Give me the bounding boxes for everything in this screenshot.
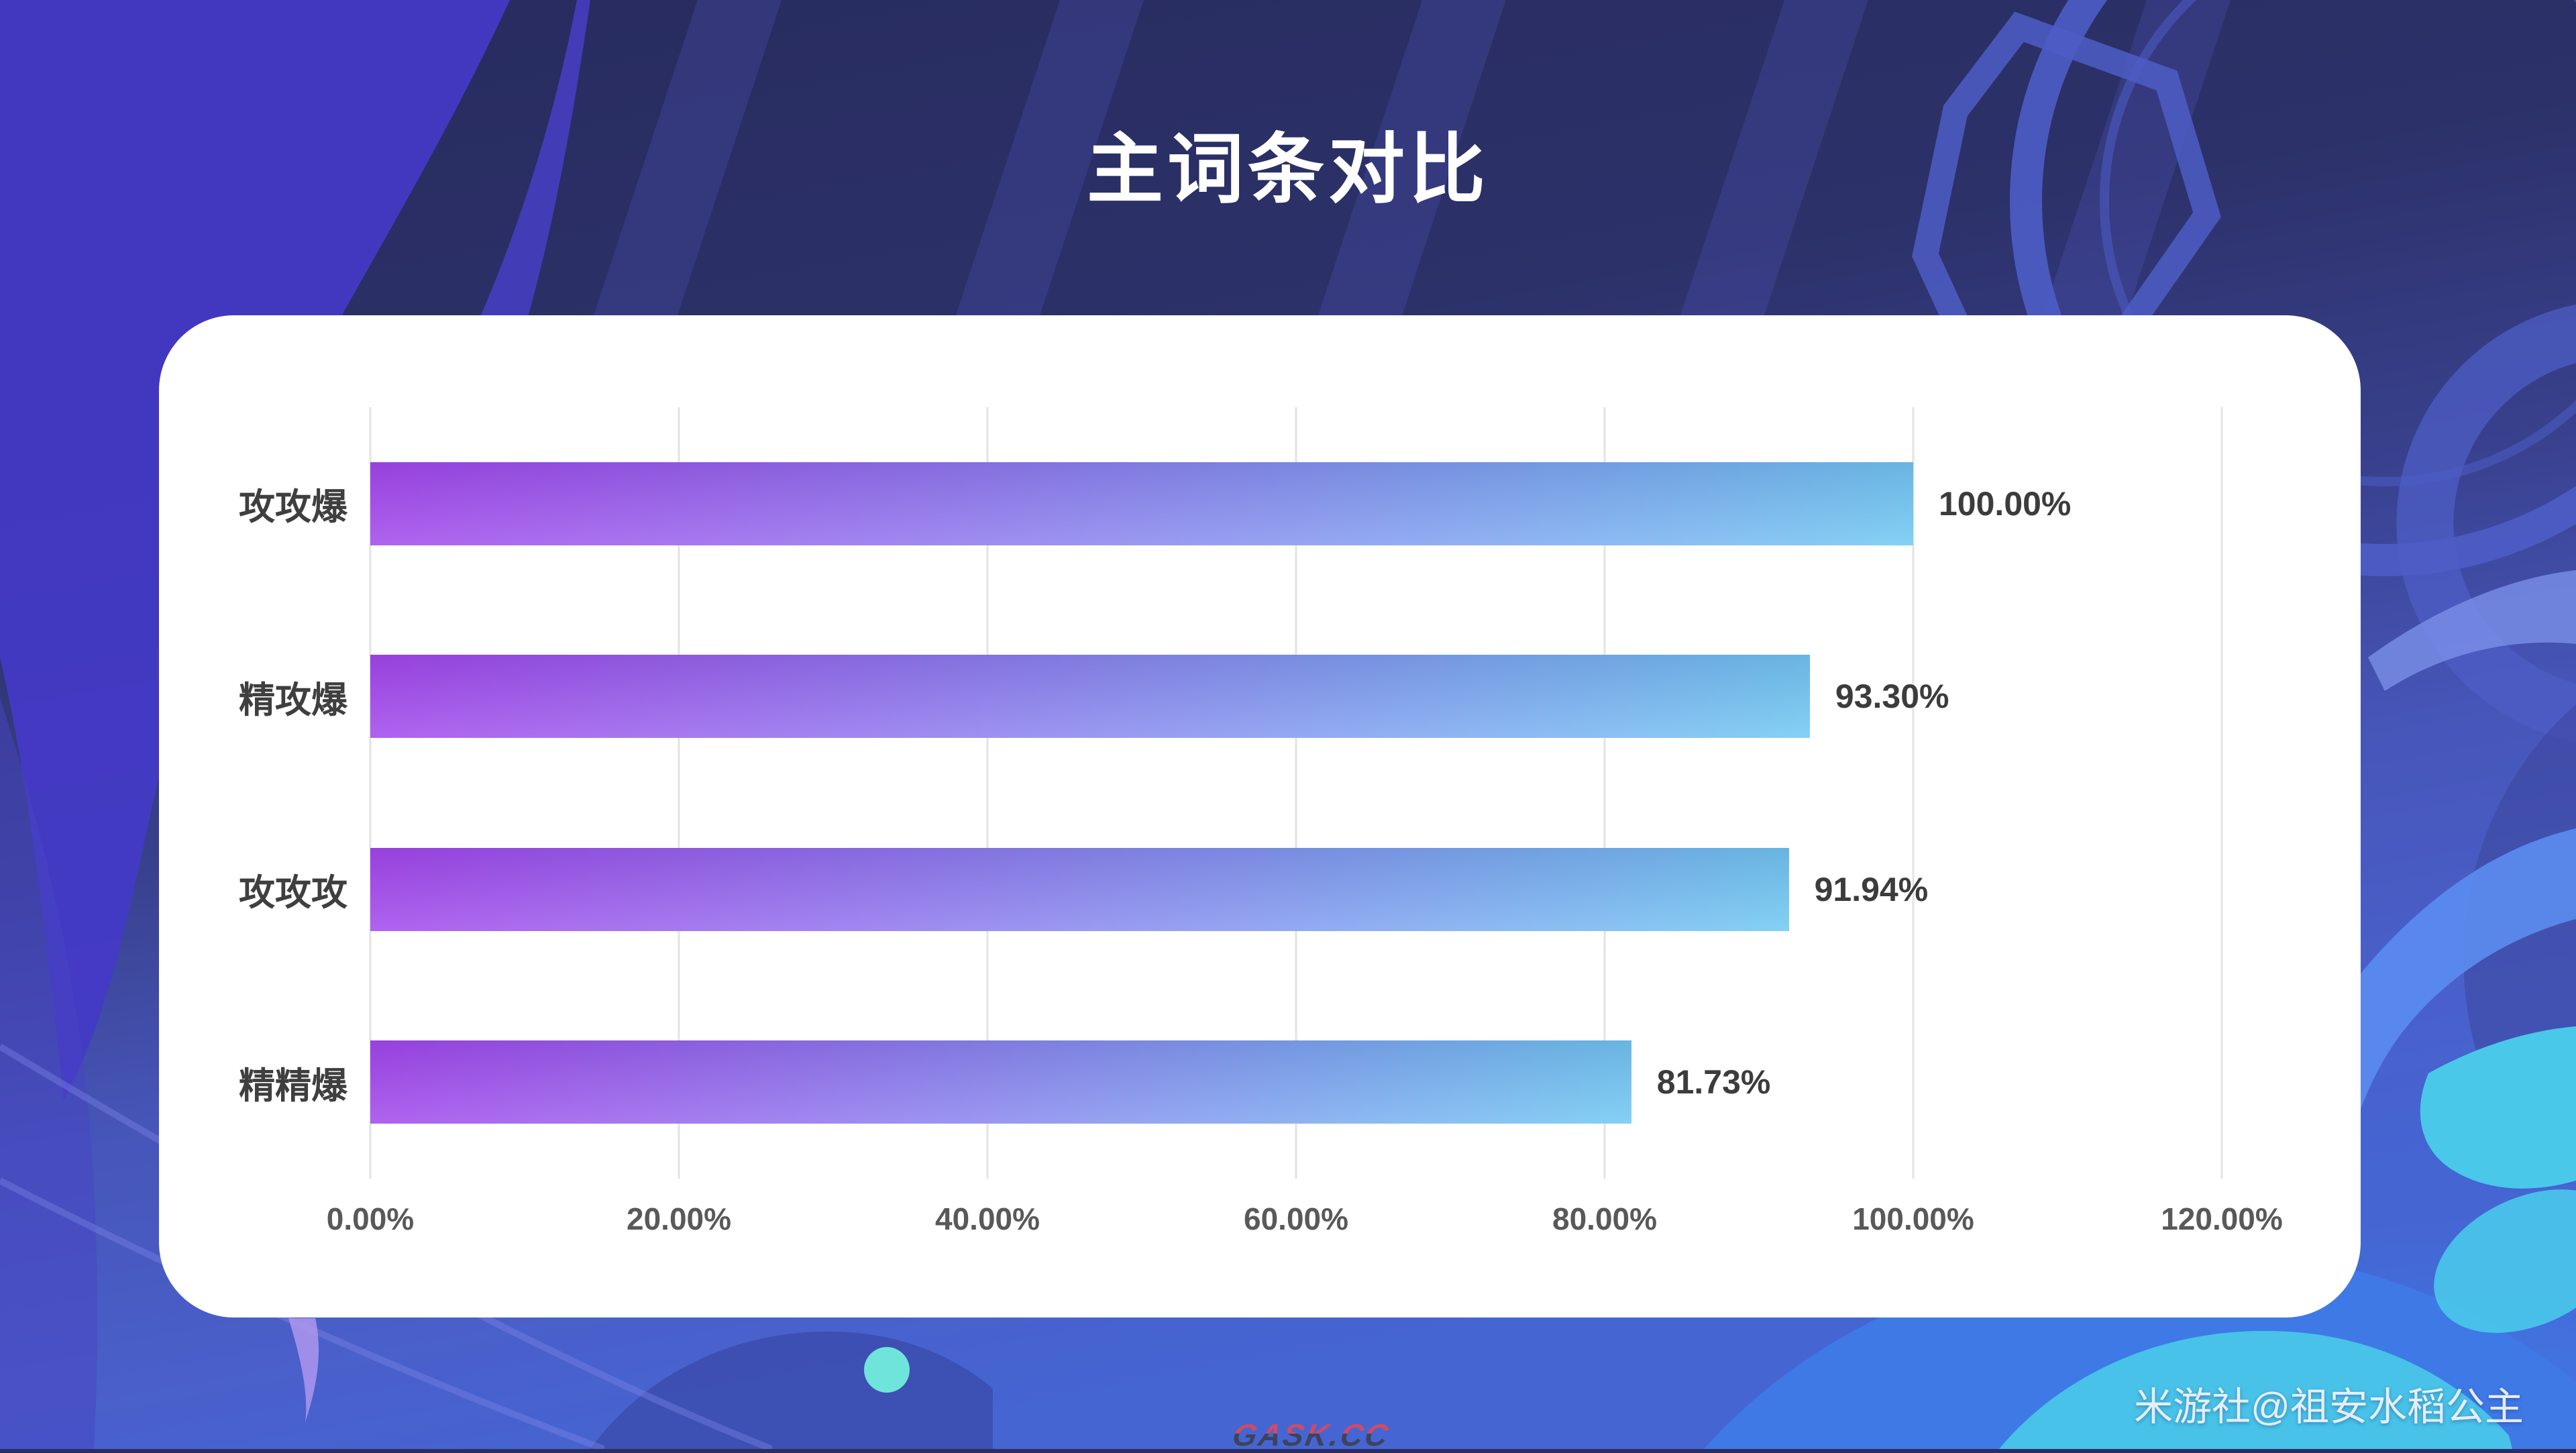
x-tick-label: 80.00% [1552, 1201, 1658, 1236]
bar-row: 攻攻爆 100.00% [239, 407, 2222, 600]
bar [370, 462, 1913, 545]
bar [370, 847, 1789, 931]
category-label: 攻攻爆 [239, 487, 347, 528]
bar-row: 精精爆 81.73% [239, 986, 2222, 1179]
bar [370, 1040, 1631, 1124]
chart-rows: 攻攻爆 100.00% 精攻爆 93.30% 攻攻攻 91.94% 精精爆 81.73% [239, 407, 2222, 1179]
bar-row: 精攻爆 93.30% [239, 600, 2222, 794]
category-label: 精攻爆 [239, 680, 347, 720]
bar-row: 攻攻攻 91.94% [239, 793, 2222, 986]
x-tick-label: 0.00% [326, 1201, 415, 1236]
gridlines [369, 407, 2223, 1179]
x-tick-label: 120.00% [2161, 1201, 2283, 1236]
x-axis-ticks: 0.00% 20.00% 40.00% 60.00% 80.00% 100.00% 120.… [327, 1201, 2283, 1254]
top-stripes [594, 0, 2231, 315]
bar-value-label: 100.00% [1939, 484, 2072, 523]
category-label: 精精爆 [239, 1065, 347, 1106]
gridline [986, 407, 989, 1179]
gridline [2220, 407, 2223, 1179]
bar-value-label: 81.73% [1656, 1063, 1771, 1101]
attribution: 米游社@祖安水稻公主 [2134, 1385, 2524, 1429]
page-title: 主词条对比 [1086, 127, 1489, 213]
category-label: 攻攻攻 [239, 873, 347, 914]
chart-panel: 攻攻爆 100.00% 精攻爆 93.30% 攻攻攻 91.94% 精精爆 81.73% 0.… [159, 315, 2361, 1317]
gridline [369, 407, 372, 1179]
bar [370, 655, 1810, 739]
x-tick-label: 20.00% [626, 1201, 732, 1236]
bar-value-label: 91.94% [1814, 870, 1929, 908]
watermark: GASK.CC [1230, 1417, 1393, 1452]
x-tick-label: 60.00% [1243, 1201, 1349, 1236]
x-tick-label: 100.00% [1852, 1201, 1974, 1236]
gridline [678, 407, 680, 1179]
gridline [1912, 407, 1915, 1179]
gridline [1603, 407, 1606, 1179]
gridline [1295, 407, 1297, 1179]
bar-value-label: 93.30% [1835, 678, 1949, 716]
x-tick-label: 40.00% [934, 1201, 1040, 1236]
